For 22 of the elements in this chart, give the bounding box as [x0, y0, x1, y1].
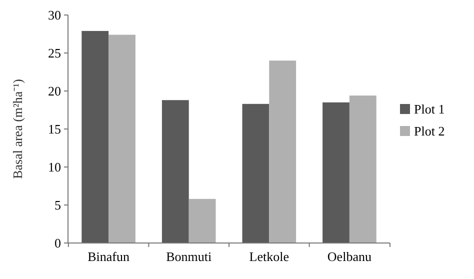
bar [162, 100, 189, 243]
y-tick-label: 10 [48, 160, 61, 175]
bar [349, 96, 376, 243]
bar [322, 102, 350, 243]
bar [242, 104, 270, 243]
y-tick-label: 0 [54, 236, 61, 251]
y-tick-label: 5 [54, 198, 61, 213]
legend-label: Plot 1 [414, 102, 445, 117]
x-tick-label: Binafun [88, 249, 130, 264]
y-tick-label: 20 [48, 84, 61, 99]
y-tick-label: 25 [48, 46, 61, 61]
bar [82, 30, 109, 243]
bar [108, 34, 136, 243]
legend-label: Plot 2 [414, 124, 445, 139]
y-tick-label: 15 [48, 122, 61, 137]
bar [269, 60, 296, 243]
y-tick-label: 30 [48, 8, 61, 23]
x-tick-label: Bonmuti [166, 249, 212, 264]
bar [188, 198, 216, 243]
x-tick-label: Letkole [249, 249, 290, 264]
y-axis-title: Basal area (m²ha⁻¹) [10, 79, 25, 179]
x-tick-label: Oelbanu [327, 249, 372, 264]
